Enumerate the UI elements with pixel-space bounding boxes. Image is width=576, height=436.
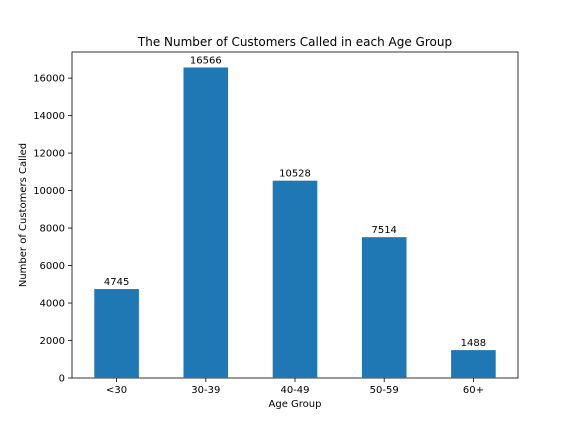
bar-4 bbox=[451, 350, 496, 378]
y-tick-label-3: 6000 bbox=[40, 261, 65, 272]
x-axis-ticks: <30 30-39 40-49 50-59 60+ bbox=[106, 378, 484, 396]
y-tick-label-2: 4000 bbox=[40, 299, 65, 310]
bar-value-label-1: 16566 bbox=[190, 56, 222, 67]
bar-value-label-3: 7514 bbox=[371, 225, 396, 236]
chart-title: The Number of Customers Called in each A… bbox=[137, 35, 452, 49]
x-tick-label-1: 30-39 bbox=[191, 385, 220, 396]
y-tick-label-4: 8000 bbox=[40, 224, 65, 235]
y-tick-label-1: 2000 bbox=[40, 336, 65, 347]
x-tick-label-3: 50-59 bbox=[370, 385, 399, 396]
x-tick-label-2: 40-49 bbox=[280, 385, 309, 396]
y-tick-label-7: 14000 bbox=[33, 111, 65, 122]
bar-value-label-0: 4745 bbox=[104, 277, 129, 288]
bar-value-label-2: 10528 bbox=[279, 169, 311, 180]
y-axis-ticks: 0 2000 4000 6000 8000 10000 12000 14000 16000 bbox=[33, 74, 72, 385]
y-tick-label-5: 10000 bbox=[33, 186, 65, 197]
bar-data-labels: 4745 16566 10528 7514 1488 bbox=[104, 56, 486, 350]
bar-1 bbox=[183, 67, 229, 378]
y-tick-label-6: 12000 bbox=[33, 149, 65, 160]
x-tick-label-0: <30 bbox=[106, 385, 127, 396]
y-tick-label-0: 0 bbox=[59, 374, 65, 385]
x-tick-label-4: 60+ bbox=[463, 385, 484, 396]
bar-3 bbox=[361, 237, 407, 378]
bar-2 bbox=[272, 180, 318, 378]
bar-0 bbox=[94, 289, 139, 378]
bar-value-label-4: 1488 bbox=[461, 338, 486, 349]
x-axis-label: Age Group bbox=[269, 399, 322, 410]
bars bbox=[94, 67, 496, 378]
y-tick-label-8: 16000 bbox=[33, 74, 65, 85]
y-axis-label: Number of Customers Called bbox=[18, 143, 29, 287]
